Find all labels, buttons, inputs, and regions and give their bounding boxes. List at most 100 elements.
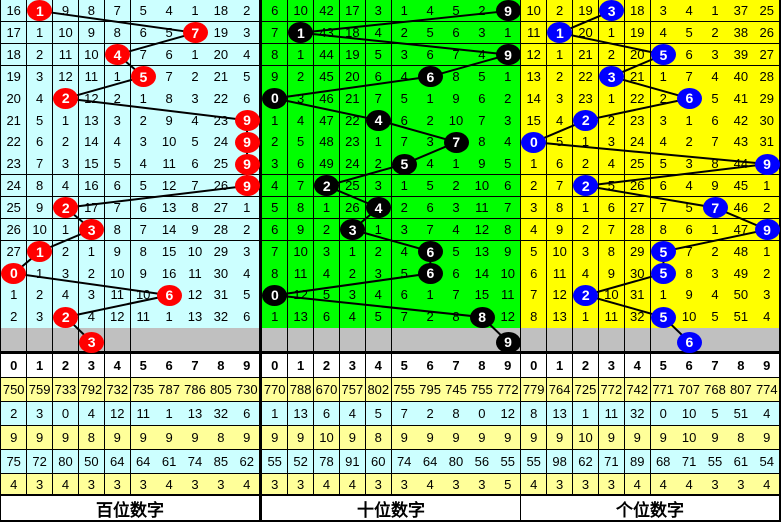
draw-ball: 5 [650, 241, 676, 262]
miss-cell: 23 [624, 109, 651, 132]
miss-cell: 1 [417, 284, 444, 307]
stat-cell: 71 [598, 450, 626, 474]
stat-cell: 745 [443, 378, 470, 402]
miss-cell: 1 [572, 196, 600, 220]
stat-cell: 771 [650, 378, 677, 402]
stat-cell: 774 [754, 378, 781, 402]
stat-cell: 4 [234, 474, 261, 495]
miss-cell: 1 [754, 174, 781, 198]
digit-header: 6 [676, 354, 703, 378]
miss-cell: 10 [26, 218, 54, 242]
stat-cell: 8 [208, 426, 235, 450]
miss-cell: 6 [521, 262, 548, 285]
miss-cell: 6 [130, 21, 157, 45]
miss-cell: 27 [1, 240, 28, 263]
miss-cell: 7 [650, 196, 677, 220]
miss-cell: 6 [417, 196, 444, 220]
miss-cell: 22 [1, 131, 28, 154]
miss-cell: 2 [676, 131, 703, 154]
stat-cell: 3 [26, 402, 54, 426]
miss-cell: 3 [391, 43, 418, 67]
miss-cell: 3 [26, 306, 54, 329]
miss-cell: 2 [598, 109, 626, 132]
miss-cell: 5 [234, 284, 261, 307]
panel-label: 个位数字 [521, 496, 779, 521]
miss-cell: 9 [702, 174, 729, 198]
miss-cell: 4 [365, 21, 392, 45]
digit-header: 7 [702, 354, 729, 378]
stat-cell: 9 [104, 426, 131, 450]
gray-cell [313, 328, 341, 353]
stat-cell: 80 [443, 450, 470, 474]
miss-cell: 7 [104, 196, 131, 220]
stat-cell: 3 [391, 474, 418, 495]
miss-cell: 26 [208, 174, 235, 198]
miss-cell: 22 [208, 87, 235, 110]
miss-cell: 5 [391, 87, 418, 110]
miss-cell: 3 [262, 153, 289, 176]
panel-label: 百位数字 [1, 496, 259, 521]
miss-cell: 6 [546, 153, 574, 176]
miss-cell: 1 [702, 218, 729, 242]
miss-cell: 26 [339, 196, 367, 220]
stat-cell: 3 [572, 474, 600, 495]
stat-cell: 735 [130, 378, 157, 402]
stat-cell: 3 [598, 474, 626, 495]
miss-cell: 8 [469, 131, 496, 154]
stat-cell: 3 [728, 474, 755, 495]
stat-cell: 4 [754, 474, 781, 495]
miss-cell: 4 [52, 174, 80, 198]
miss-cell: 5 [417, 174, 444, 198]
miss-cell: 1 [365, 218, 392, 242]
digit-header: 6 [156, 354, 183, 378]
miss-cell: 3 [365, 262, 392, 285]
miss-cell: 42 [728, 109, 755, 132]
miss-cell: 12 [287, 284, 315, 307]
stat-cell: 4 [521, 474, 548, 495]
miss-cell: 6 [391, 109, 418, 132]
stat-cell: 9 [391, 426, 418, 450]
miss-cell: 29 [208, 240, 235, 263]
draw-ball: 7 [702, 197, 728, 219]
miss-cell: 6 [104, 174, 131, 198]
digit-header: 1 [287, 354, 315, 378]
miss-cell: 2 [546, 0, 574, 23]
stat-cell: 74 [182, 450, 209, 474]
miss-cell: 5 [391, 262, 418, 285]
stat-cell: 8 [78, 426, 106, 450]
miss-cell: 11 [521, 21, 548, 45]
miss-cell: 17 [339, 0, 367, 23]
miss-cell: 10 [52, 21, 80, 45]
miss-cell: 6 [234, 87, 261, 110]
miss-cell: 6 [417, 43, 444, 67]
miss-cell: 38 [728, 21, 755, 45]
miss-cell: 2 [130, 109, 157, 132]
stat-cell: 8 [521, 402, 548, 426]
miss-cell: 3 [26, 65, 54, 88]
miss-cell: 5 [417, 21, 444, 45]
miss-cell: 23 [572, 87, 600, 110]
gray-cell [182, 328, 209, 353]
miss-cell: 5 [156, 21, 183, 45]
miss-cell: 22 [624, 87, 651, 110]
stat-cell: 3 [287, 474, 315, 495]
stat-cell: 795 [417, 378, 444, 402]
stat-cell: 68 [650, 450, 677, 474]
miss-cell: 4 [339, 306, 367, 329]
miss-cell: 41 [728, 87, 755, 110]
miss-cell: 24 [208, 131, 235, 154]
miss-cell: 1 [676, 109, 703, 132]
miss-cell: 9 [104, 240, 131, 263]
miss-cell: 2 [598, 43, 626, 67]
miss-cell: 4 [78, 306, 106, 329]
miss-cell: 7 [469, 109, 496, 132]
gray-cell [234, 328, 261, 353]
stat-cell: 74 [391, 450, 418, 474]
miss-cell: 26 [624, 174, 651, 198]
stat-cell: 64 [417, 450, 444, 474]
miss-cell: 3 [339, 284, 367, 307]
miss-cell: 30 [208, 262, 235, 285]
miss-cell: 1 [495, 65, 522, 88]
draw-ball: 2 [53, 87, 79, 109]
stat-cell: 772 [495, 378, 522, 402]
